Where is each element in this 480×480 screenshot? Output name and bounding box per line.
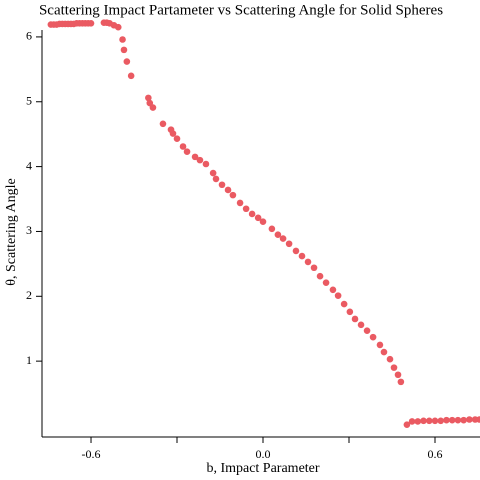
point <box>196 156 204 164</box>
point <box>212 175 220 183</box>
point <box>274 231 282 238</box>
point <box>169 130 177 137</box>
point <box>173 135 181 143</box>
point <box>248 210 256 218</box>
point <box>209 169 217 177</box>
point <box>376 341 384 349</box>
point <box>414 418 422 425</box>
point <box>443 416 450 424</box>
point <box>87 19 95 27</box>
point <box>310 264 318 272</box>
x-tick-label: 0.6 <box>427 447 442 461</box>
point <box>346 308 354 316</box>
point <box>425 417 433 425</box>
point <box>145 94 152 102</box>
point <box>179 143 187 150</box>
point <box>420 417 427 425</box>
y-tick-label: 3 <box>26 223 32 237</box>
x-axis-label: b, Impact Parameter <box>206 461 319 476</box>
point <box>183 148 191 155</box>
point <box>242 205 250 213</box>
point <box>259 218 267 226</box>
point <box>394 371 402 379</box>
point <box>397 378 405 386</box>
point <box>329 286 337 294</box>
point <box>123 58 131 65</box>
point <box>268 225 276 233</box>
point <box>292 247 300 255</box>
point <box>191 153 199 161</box>
point <box>466 416 473 423</box>
point <box>229 191 237 199</box>
point <box>380 348 388 356</box>
point <box>431 417 439 425</box>
point <box>202 160 210 168</box>
point <box>279 235 287 242</box>
point <box>224 186 232 194</box>
point <box>119 36 126 43</box>
point <box>322 279 330 286</box>
point <box>285 240 293 248</box>
point <box>254 214 262 222</box>
point <box>340 300 348 308</box>
point <box>304 258 312 266</box>
y-axis-label: θ, Scattering Angle <box>4 178 19 285</box>
point <box>114 23 122 31</box>
point <box>386 355 394 363</box>
point <box>218 181 226 189</box>
point <box>120 46 128 54</box>
point <box>298 252 306 260</box>
point <box>460 416 467 424</box>
point <box>454 416 462 424</box>
chart-title: Scattering Impact Partameter vs Scatteri… <box>39 2 443 18</box>
point <box>334 292 342 299</box>
point <box>363 327 371 334</box>
x-tick-label: 0.0 <box>256 447 271 461</box>
point <box>357 321 365 329</box>
point <box>159 120 167 128</box>
point <box>149 104 157 111</box>
point <box>236 199 244 207</box>
y-tick-label: 5 <box>26 94 32 108</box>
point <box>476 416 480 423</box>
point <box>390 364 398 371</box>
point <box>127 72 135 80</box>
y-tick-label: 1 <box>26 353 32 367</box>
point <box>448 416 456 424</box>
point <box>408 418 416 425</box>
point <box>369 333 377 341</box>
x-tick-label: -0.6 <box>82 447 101 461</box>
point <box>403 421 411 428</box>
point <box>437 417 445 425</box>
point <box>316 272 324 280</box>
y-tick-label: 2 <box>26 288 32 302</box>
y-tick-label: 4 <box>26 158 32 172</box>
point <box>351 315 359 323</box>
y-tick-label: 6 <box>26 29 32 43</box>
